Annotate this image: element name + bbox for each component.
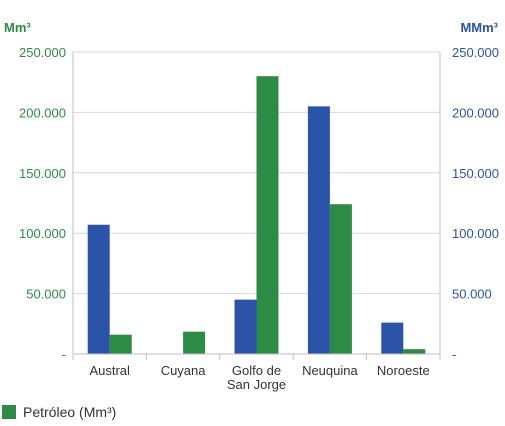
right-tick-label: 100.000 xyxy=(452,226,499,241)
category-label: Cuyana xyxy=(161,363,207,378)
right-tick-label: - xyxy=(452,347,456,362)
bar xyxy=(109,334,132,354)
right-axis-unit: MMm³ xyxy=(460,20,498,35)
category-label: Neuquina xyxy=(302,363,358,378)
right-tick-label: 200.000 xyxy=(452,105,499,120)
bar xyxy=(183,331,206,354)
left-tick-label: 200.000 xyxy=(19,105,66,120)
legend: Petróleo (Mm³) xyxy=(2,404,116,420)
left-axis-ticks: - 50.000 100.000 150.000 200.000 250.000 xyxy=(19,45,66,362)
left-axis-unit: Mm³ xyxy=(4,20,31,35)
bar xyxy=(87,224,110,354)
left-tick-label: 50.000 xyxy=(26,287,66,302)
bar xyxy=(381,322,404,354)
right-tick-label: 50.000 xyxy=(452,287,492,302)
right-tick-label: 250.000 xyxy=(452,45,499,60)
chart: Mm³ MMm³ - 50.000 100.000 150.000 200.000 250… xyxy=(4,20,499,392)
bar xyxy=(307,106,330,354)
legend-label-petroleo: Petróleo (Mm³) xyxy=(23,404,117,420)
bar xyxy=(256,76,279,354)
legend-swatch-petroleo xyxy=(2,405,16,419)
right-axis-ticks: - 50.000 100.000 150.000 200.000 250.000 xyxy=(452,45,499,362)
bar xyxy=(403,349,426,354)
left-tick-label: 100.000 xyxy=(19,226,66,241)
category-label: San Jorge xyxy=(227,377,286,392)
bars xyxy=(87,76,426,354)
category-label: Golfo de xyxy=(232,363,281,378)
right-tick-label: 150.000 xyxy=(452,166,499,181)
left-tick-label: 150.000 xyxy=(19,166,66,181)
left-tick-label: - xyxy=(62,347,66,362)
category-label: Austral xyxy=(89,363,130,378)
bar xyxy=(234,299,257,354)
category-label: Noroeste xyxy=(377,363,430,378)
bar xyxy=(329,204,352,354)
left-tick-label: 250.000 xyxy=(19,45,66,60)
